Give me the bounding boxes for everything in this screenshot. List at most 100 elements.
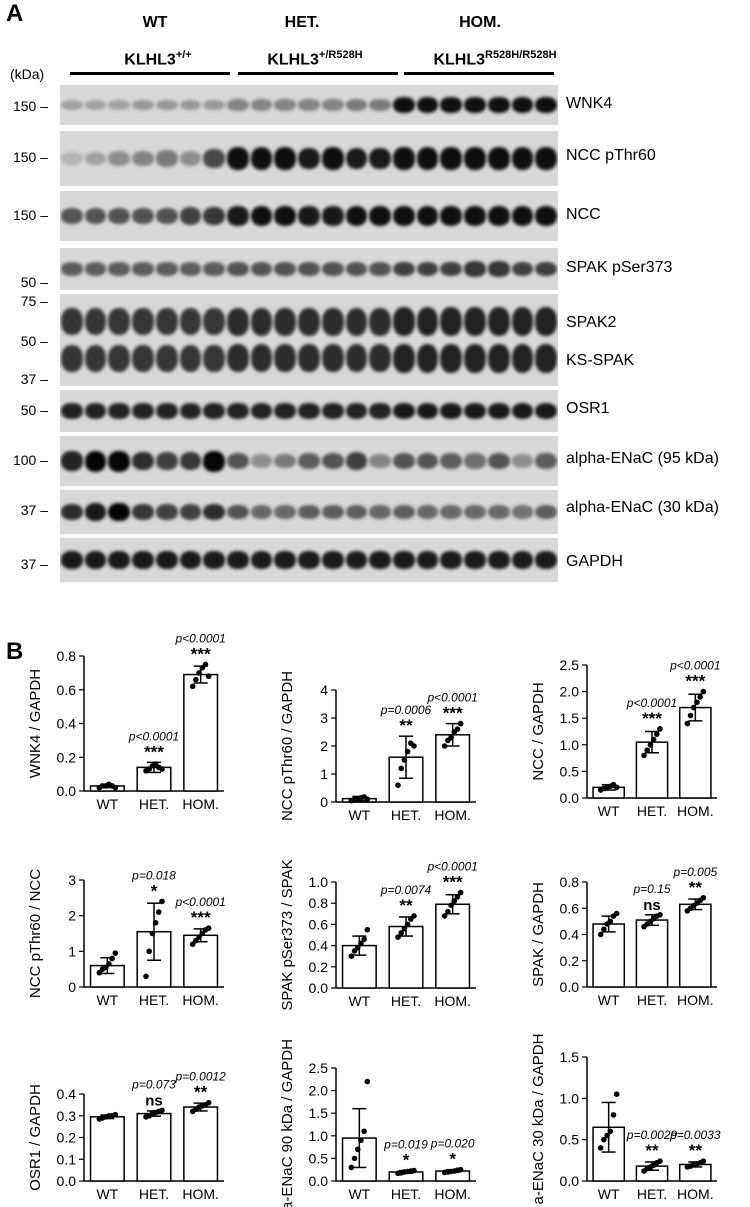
- y-tick-label: 1.5: [560, 1049, 580, 1065]
- blot-band: [487, 452, 510, 470]
- blot-band: [274, 307, 297, 336]
- blot-band: [511, 402, 534, 420]
- blot-label: NCC pThr60: [566, 147, 656, 164]
- y-axis-label: NCC pThr60 / GAPDH: [279, 671, 296, 821]
- significance-mark: **: [194, 1083, 208, 1102]
- significance-mark: *: [151, 881, 158, 900]
- data-point: [441, 913, 448, 919]
- mw-marker: 100 –: [12, 452, 48, 468]
- blot-band: [155, 344, 178, 372]
- data-point: [196, 934, 202, 940]
- blot-band: [464, 307, 486, 336]
- y-tick-label: 0.4: [57, 716, 77, 732]
- blot-band: [393, 96, 415, 114]
- bar: [635, 919, 669, 988]
- y-axis-label: NCC pThr60 / NCC: [27, 869, 44, 998]
- group-hom-genotype: KLHL3R528H/R528H: [433, 49, 557, 69]
- blot-band: [487, 551, 510, 569]
- x-tick-label: WT: [598, 803, 620, 819]
- blot-band: [487, 344, 510, 373]
- data-point: [189, 941, 196, 947]
- blot-band: [155, 402, 178, 420]
- x-tick-label: HET.: [637, 803, 667, 819]
- blot-band: [393, 344, 415, 373]
- data-point: [193, 676, 199, 683]
- significance-mark: ***: [685, 672, 705, 691]
- y-tick-label: 0.0: [560, 1173, 580, 1189]
- blot-band: [298, 99, 320, 111]
- blot-strip: [60, 538, 558, 582]
- data-point: [650, 736, 657, 743]
- blot-band: [84, 450, 107, 472]
- blot-band: [535, 551, 557, 569]
- data-point: [348, 1164, 355, 1171]
- blot-band: [321, 307, 344, 336]
- blot-band: [298, 206, 320, 226]
- x-tick-label: HOM.: [434, 993, 471, 1009]
- x-tick-label: WT: [348, 1186, 370, 1202]
- data-point: [199, 930, 206, 937]
- blot-band: [203, 503, 225, 521]
- y-tick-label: 2.5: [560, 657, 580, 673]
- p-value: p=0.0006: [380, 703, 432, 717]
- x-tick-label: HOM.: [434, 1186, 471, 1202]
- data-point: [112, 784, 119, 791]
- blot-band: [84, 551, 107, 569]
- blot-band: [274, 551, 297, 569]
- blot-band: [132, 402, 154, 420]
- blot-band: [535, 147, 557, 170]
- blot-band: [369, 205, 391, 227]
- blot-band: [227, 307, 249, 336]
- data-point: [454, 726, 461, 732]
- p-value: p<0.0001: [626, 696, 677, 710]
- data-point: [159, 1107, 165, 1114]
- data-point: [196, 670, 202, 676]
- group-hom-bar: [404, 72, 554, 75]
- significance-mark: ns: [145, 1092, 163, 1109]
- x-tick-label: WT: [348, 807, 370, 823]
- data-point: [613, 784, 620, 791]
- significance-mark: ns: [643, 897, 661, 914]
- bar: [183, 673, 219, 792]
- p-value: p=0.073: [131, 1077, 176, 1091]
- blot-band: [535, 344, 557, 373]
- blot-band: [203, 344, 225, 372]
- blot-band: [108, 402, 131, 420]
- significance-mark: ***: [443, 704, 463, 723]
- significance-mark: *: [449, 1150, 456, 1169]
- bar: [678, 903, 712, 988]
- p-value: p<0.0001: [426, 860, 477, 874]
- blot-band: [179, 262, 202, 276]
- bar: [89, 1116, 125, 1182]
- x-tick-label: HOM.: [182, 992, 219, 1008]
- data-point: [351, 1155, 358, 1162]
- blot-band: [179, 308, 202, 336]
- blot-band: [369, 261, 391, 277]
- blot-band: [321, 344, 344, 373]
- blot-band: [487, 402, 510, 420]
- data-point: [411, 1167, 417, 1174]
- blot-band: [535, 504, 557, 520]
- blot-band: [321, 147, 344, 170]
- x-tick-label: WT: [96, 796, 118, 812]
- blot-band: [345, 344, 368, 373]
- data-point: [112, 950, 119, 956]
- blot-band: [464, 453, 486, 469]
- data-point: [395, 934, 401, 940]
- mw-marker: 50 –: [20, 333, 48, 349]
- blot-band: [227, 504, 249, 520]
- blot-band: [84, 99, 107, 111]
- blot-band: [345, 402, 368, 420]
- y-tick-label: 0.0: [57, 783, 77, 799]
- blot-band: [487, 307, 510, 336]
- blot-strip: [60, 490, 558, 534]
- blot-band: [464, 96, 486, 114]
- data-point: [361, 1128, 367, 1135]
- data-point: [193, 937, 199, 944]
- blot-band: [61, 207, 83, 225]
- blot-band: [487, 147, 510, 170]
- blot-band: [464, 402, 486, 420]
- y-tick-label: 0.0: [57, 1173, 77, 1189]
- blot-band: [440, 96, 463, 114]
- blot-band: [61, 503, 83, 521]
